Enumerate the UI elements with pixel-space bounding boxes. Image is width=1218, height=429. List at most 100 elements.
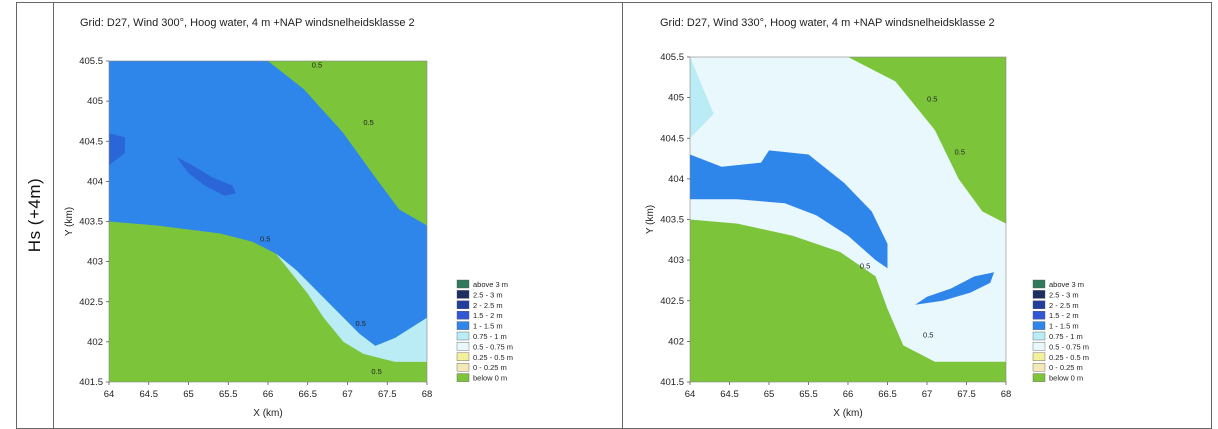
legend-label: 0.25 - 0.5 m: [1049, 353, 1089, 362]
x-tick-label: 64.5: [140, 389, 159, 400]
y-tick-label: 402.5: [660, 296, 684, 307]
legend-label: 0 - 0.25 m: [1049, 363, 1083, 372]
legend-label: above 3 m: [1049, 280, 1084, 289]
y-tick-label: 404.5: [660, 133, 684, 144]
x-tick-label: 67: [342, 389, 353, 400]
legend-label: 2.5 - 3 m: [1049, 290, 1079, 299]
legend-swatch: [456, 300, 470, 309]
y-tick-label: 403: [668, 255, 684, 266]
x-tick-label: 65: [764, 389, 775, 400]
y-tick-label: 405.5: [79, 56, 103, 67]
x-tick-label: 66: [843, 389, 854, 400]
contour-label: 0.5: [363, 118, 373, 127]
y-tick-label: 405.5: [660, 52, 684, 63]
legend-swatch: [1032, 373, 1046, 382]
y-axis-label: Y (km): [645, 205, 656, 234]
x-axis-label: X (km): [833, 408, 862, 419]
region-0-75-1-m-1: [275, 253, 427, 362]
x-tick-label: 65.5: [219, 389, 238, 400]
legend-swatch: [456, 363, 470, 372]
legend: above 3 m2.5 - 3 m 2 - 2.5 m1.5 - 2 m 1 - …: [1032, 279, 1089, 383]
x-tick-label: 64.5: [720, 389, 739, 400]
contour-label: 0.5: [927, 95, 937, 104]
legend-swatch: [1032, 321, 1046, 330]
chart-panel-1: Grid: D27, Wind 300°, Hoog water, 4 m +N…: [64, 17, 513, 419]
y-tick-label: 403.5: [660, 215, 684, 226]
legend-swatch: [1032, 311, 1046, 320]
legend-swatch: [456, 342, 470, 351]
contour-label: 0.5: [355, 319, 365, 328]
legend-label: below 0 m: [1049, 374, 1083, 383]
legend-label: 0.5 - 0.75 m: [473, 342, 513, 351]
x-tick-label: 66: [263, 389, 274, 400]
y-tick-label: 402: [87, 337, 103, 348]
legend-label: 1 - 1.5 m: [473, 322, 503, 331]
legend-swatch: [1032, 331, 1046, 341]
region-0-75-1-m-1: [690, 57, 714, 139]
legend-swatch: [1032, 290, 1046, 299]
y-tick-label: 404: [87, 176, 103, 187]
legend-label: 0.25 - 0.5 m: [473, 353, 513, 362]
legend-label: 0.75 - 1 m: [473, 332, 507, 341]
legend-swatch: [456, 311, 470, 320]
legend-swatch: [456, 279, 470, 289]
y-tick-label: 404.5: [79, 136, 103, 147]
contour-label: 0.5: [371, 367, 381, 376]
x-tick-label: 68: [1001, 389, 1012, 400]
y-tick-label: 402: [668, 336, 684, 347]
legend-swatch: [1032, 363, 1046, 372]
y-tick-label: 401.5: [660, 377, 684, 388]
legend-swatch: [1032, 279, 1046, 289]
legend-label: 2 - 2.5 m: [473, 301, 503, 310]
x-tick-label: 68: [422, 389, 433, 400]
y-tick-label: 403: [87, 257, 103, 268]
legend-label: 1.5 - 2 m: [1049, 311, 1079, 320]
legend-swatch: [1032, 300, 1046, 309]
legend-label: 2 - 2.5 m: [1049, 301, 1079, 310]
legend-swatch: [456, 331, 470, 341]
chart-title: Grid: D27, Wind 300°, Hoog water, 4 m +N…: [80, 17, 415, 29]
legend-label: 1 - 1.5 m: [1049, 322, 1079, 331]
legend-swatch: [1032, 352, 1046, 361]
contour-label: 0.5: [860, 261, 870, 270]
y-axis-label: Y (km): [64, 207, 75, 236]
contour-label: 0.5: [312, 60, 322, 69]
legend-label: 1.5 - 2 m: [473, 311, 503, 320]
y-tick-label: 405: [87, 96, 103, 107]
region-1-1-5-m-3: [915, 272, 995, 305]
x-tick-label: 66.5: [878, 389, 897, 400]
y-tick-label: 402.5: [79, 297, 103, 308]
legend: above 3 m2.5 - 3 m 2 - 2.5 m1.5 - 2 m 1 - …: [456, 279, 513, 383]
y-tick-label: 404: [668, 174, 684, 185]
region-1-5-2-m-2: [176, 157, 237, 196]
y-tick-label: 401.5: [79, 377, 103, 388]
legend-label: 2.5 - 3 m: [473, 290, 503, 299]
legend-label: below 0 m: [473, 374, 507, 383]
region-1-1-5-m-2: [690, 150, 888, 269]
row-label-column: Hs (+4m): [17, 3, 54, 428]
legend-swatch: [456, 352, 470, 361]
legend-swatch: [456, 321, 470, 330]
x-axis-label: X (km): [253, 408, 282, 419]
chart-panel-2: Grid: D27, Wind 330°, Hoog water, 4 m +N…: [645, 17, 1089, 419]
y-tick-label: 405: [668, 93, 684, 104]
legend-label: 0.75 - 1 m: [1049, 332, 1083, 341]
region-1-5-2-m-3: [109, 133, 125, 166]
x-tick-label: 65.5: [799, 389, 818, 400]
chart-title: Grid: D27, Wind 330°, Hoog water, 4 m +N…: [660, 17, 995, 29]
legend-swatch: [456, 373, 470, 382]
legend-label: above 3 m: [473, 280, 508, 289]
legend-swatch: [1032, 342, 1046, 351]
y-tick-label: 403.5: [79, 217, 103, 228]
panel-divider: [622, 2, 623, 429]
x-tick-label: 67.5: [378, 389, 397, 400]
x-tick-label: 66.5: [299, 389, 318, 400]
legend-label: 0 - 0.25 m: [473, 363, 507, 372]
contour-label: 0.5: [923, 330, 933, 339]
x-tick-label: 67: [922, 389, 933, 400]
legend-label: 0.5 - 0.75 m: [1049, 342, 1089, 351]
contour-label: 0.5: [955, 148, 965, 157]
legend-swatch: [456, 290, 470, 299]
contour-label: 0.5: [260, 235, 270, 244]
